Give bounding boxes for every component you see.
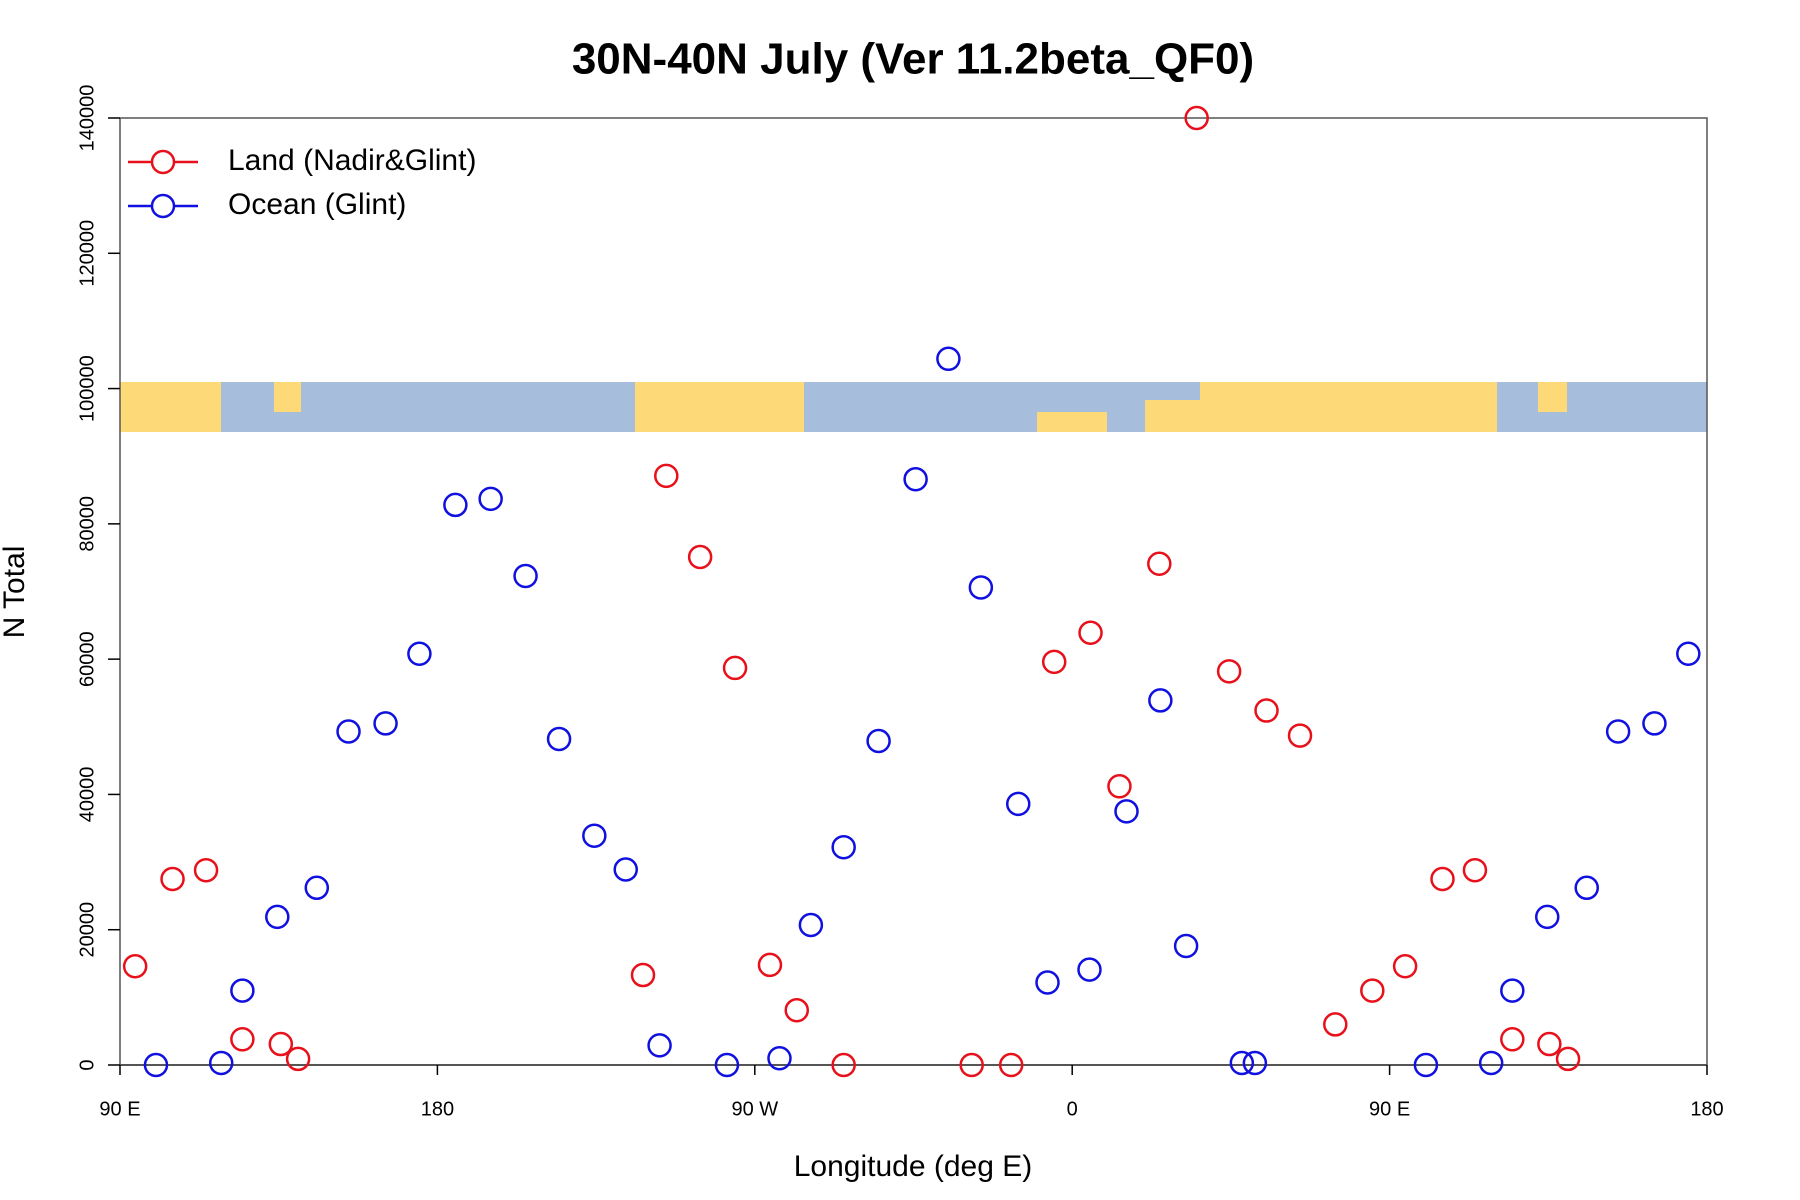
point: [1184, 105, 1209, 131]
point: [1035, 970, 1060, 995]
point: [1077, 957, 1102, 982]
point: [647, 1033, 672, 1058]
y-tick-label: 120000: [76, 220, 98, 287]
point: [122, 953, 148, 979]
point: [1574, 875, 1599, 901]
point: [630, 962, 656, 988]
legend-label: Ocean (Glint): [228, 188, 406, 221]
y-tick-label: 0: [76, 1059, 98, 1070]
legend-marker: [150, 193, 176, 219]
point: [1323, 1012, 1348, 1037]
map-strip: [120, 382, 1707, 432]
point: [866, 728, 891, 754]
point: [784, 997, 810, 1023]
point: [1147, 551, 1172, 577]
x-tick-label: 180: [1690, 1098, 1723, 1120]
y-tick-label: 80000: [76, 496, 98, 552]
point: [160, 866, 185, 892]
point: [654, 463, 679, 489]
point: [304, 875, 330, 901]
point: [1360, 978, 1385, 1003]
point: [1555, 1046, 1581, 1072]
point: [1392, 953, 1418, 979]
point: [1500, 978, 1525, 1003]
point: [265, 904, 290, 930]
point: [478, 486, 503, 512]
x-tick-label: 90 E: [99, 1098, 140, 1120]
point: [767, 1045, 792, 1071]
point: [1500, 1027, 1525, 1052]
y-tick-label: 100000: [76, 355, 98, 422]
point: [513, 563, 538, 589]
point: [1107, 774, 1132, 799]
point: [722, 655, 748, 681]
y-tick-label: 60000: [76, 631, 98, 687]
plot-frame: [119, 117, 1708, 1066]
y-axis-label: N Total: [0, 546, 31, 639]
point: [1229, 1050, 1255, 1076]
point: [1148, 688, 1173, 713]
point: [959, 1052, 984, 1078]
point: [407, 641, 432, 666]
x-tick-label: 0: [1067, 1098, 1078, 1120]
legend-marker: [150, 149, 176, 175]
point: [230, 1027, 255, 1052]
point: [373, 711, 398, 736]
point: [1005, 791, 1031, 817]
point: [1041, 649, 1067, 675]
point: [1216, 659, 1242, 684]
x-tick-label: 90 E: [1369, 1098, 1410, 1120]
point: [968, 575, 994, 600]
point: [285, 1046, 311, 1072]
point: [230, 978, 255, 1003]
point: [336, 719, 361, 744]
point: [1242, 1050, 1268, 1076]
point: [193, 857, 219, 883]
point: [757, 952, 783, 978]
x-tick-label: 180: [421, 1098, 454, 1120]
point: [1676, 641, 1701, 666]
point: [1413, 1052, 1439, 1078]
point: [1642, 711, 1667, 736]
y-tick-label: 140000: [76, 85, 98, 152]
point: [1478, 1050, 1504, 1076]
legend-label: Land (Nadir&Glint): [228, 144, 476, 177]
point: [1605, 719, 1631, 744]
point: [1537, 1031, 1562, 1057]
point: [714, 1052, 740, 1078]
point: [831, 1052, 856, 1078]
point: [687, 544, 713, 570]
point: [798, 912, 824, 938]
point: [1254, 698, 1279, 723]
point: [613, 857, 638, 882]
x-axis-label: Longitude (deg E): [794, 1150, 1033, 1183]
point: [268, 1031, 294, 1057]
y-tick-label: 40000: [76, 767, 98, 823]
point: [1114, 799, 1139, 824]
point: [936, 346, 961, 372]
chart-title: 30N-40N July (Ver 11.2beta_QF0): [572, 35, 1254, 84]
point: [998, 1052, 1024, 1078]
x-tick-label: 90 W: [731, 1098, 778, 1120]
point: [903, 466, 928, 492]
point: [143, 1052, 169, 1078]
point: [443, 492, 468, 518]
point: [208, 1050, 234, 1076]
point: [1287, 723, 1313, 748]
point: [1173, 933, 1199, 959]
point: [831, 834, 856, 860]
point: [1534, 904, 1560, 930]
y-tick-label: 20000: [76, 902, 98, 958]
point: [1430, 866, 1455, 892]
point: [582, 823, 607, 848]
point: [546, 726, 572, 752]
point: [1462, 857, 1488, 883]
point: [1078, 620, 1103, 646]
